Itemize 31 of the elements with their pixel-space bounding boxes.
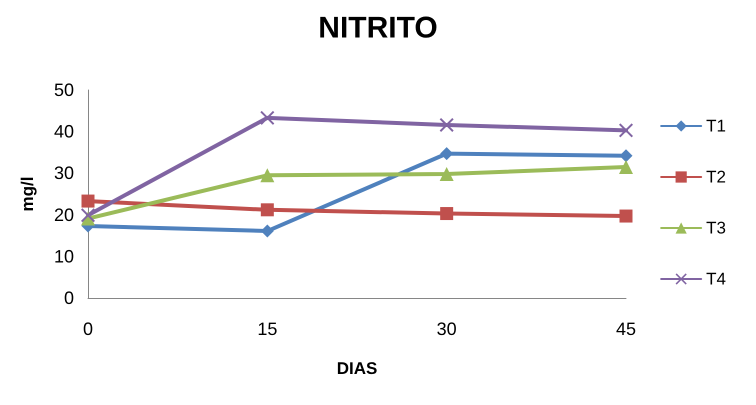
- point: [82, 194, 94, 208]
- y-tick-label: 30: [54, 163, 74, 184]
- y-tick-label: 50: [54, 80, 74, 100]
- point: [440, 147, 454, 160]
- x-tick-label: 45: [616, 319, 636, 339]
- point: [440, 167, 454, 182]
- point: [620, 210, 632, 223]
- point: [260, 168, 274, 182]
- x-axis-title: DIAS: [336, 359, 378, 378]
- chart-title: NITRITO: [318, 12, 438, 44]
- x-tick-label: 15: [257, 319, 278, 339]
- legend-label: T1: [706, 116, 726, 136]
- y-tick-label: 10: [54, 246, 74, 266]
- point: [260, 224, 274, 238]
- point: [619, 160, 633, 174]
- x-tick-label: 0: [82, 319, 94, 339]
- y-tick-label: 0: [64, 288, 74, 308]
- y-axis-title: mg/l: [18, 176, 37, 212]
- legend-label: T2: [706, 168, 726, 186]
- point: [81, 208, 95, 222]
- point: [260, 203, 274, 216]
- point: [620, 149, 632, 162]
- legend-label: T3: [706, 218, 726, 238]
- point: [440, 207, 454, 220]
- point: [260, 110, 274, 125]
- y-tick-label: 40: [54, 122, 74, 142]
- point: [440, 118, 454, 132]
- y-tick-label: 20: [54, 204, 74, 225]
- legend-label: T4: [706, 270, 726, 288]
- point: [619, 123, 633, 138]
- x-tick-label: 30: [436, 319, 457, 339]
